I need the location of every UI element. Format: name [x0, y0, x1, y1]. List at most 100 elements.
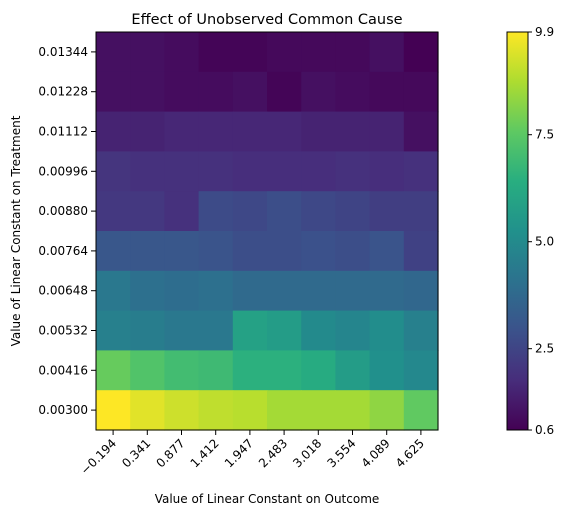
x-tick-label: 0.341 — [119, 436, 153, 470]
heatmap-cell — [267, 111, 302, 152]
y-axis: 0.01344 0.01228 0.01112 0.00996 0.00880 0.007… — [38, 45, 96, 417]
heatmap-cell — [369, 71, 405, 113]
heatmap-cell — [198, 270, 234, 312]
heatmap-cell — [198, 231, 234, 272]
heatmap-cell — [96, 390, 131, 431]
heatmap-cell — [267, 191, 302, 232]
heatmap-cell — [335, 111, 371, 152]
heatmap-cell — [164, 71, 200, 113]
heatmap-cell — [403, 390, 439, 431]
heatmap-cell — [164, 390, 200, 431]
plot-frame — [95, 31, 439, 431]
heatmap-cell — [267, 390, 302, 431]
heatmap-cell — [198, 350, 234, 391]
chart-title: Effect of Unobserved Common Cause — [131, 12, 402, 28]
heatmap-cell — [301, 390, 336, 431]
heatmap-cell — [403, 231, 439, 272]
heatmap-cell — [232, 111, 268, 152]
x-tick-label: 3.554 — [324, 436, 358, 470]
x-axis-label: Value of Linear Constant on Outcome — [155, 492, 380, 506]
heatmap-cell — [130, 350, 165, 391]
heatmap-cell — [369, 310, 405, 351]
y-tick-label: 0.00880 — [38, 204, 88, 218]
x-axis: −0.194 0.341 0.877 1.412 1.947 2.483 3.018 3.55… — [78, 430, 427, 478]
heatmap-cell — [403, 191, 439, 232]
heatmap-cell — [403, 350, 439, 391]
heatmap-cell — [369, 111, 405, 152]
y-tick-label: 0.00532 — [38, 324, 88, 338]
heatmap-cell — [267, 310, 302, 351]
heatmap-cell — [164, 151, 200, 192]
heatmap-cell — [335, 231, 371, 272]
heatmap-cell — [232, 390, 268, 431]
heatmap-cell — [267, 270, 302, 312]
heatmap-cell — [198, 111, 234, 152]
heatmap-cell — [96, 270, 131, 312]
heatmap-cell — [369, 270, 405, 312]
heatmap-cell — [335, 191, 371, 232]
heatmap-cell — [164, 270, 200, 312]
heatmap-cell — [369, 191, 405, 232]
heatmap-cell — [267, 151, 302, 192]
heatmap-cell — [232, 191, 268, 232]
heatmap-cell — [96, 310, 131, 351]
heatmap-cell — [335, 390, 371, 431]
heatmap-cell — [130, 111, 165, 152]
heatmap-cell — [369, 390, 405, 431]
heatmap-cell — [301, 111, 336, 152]
heatmap-cell — [198, 32, 234, 73]
heatmap-cell — [130, 270, 165, 312]
y-axis-label: Value of Linear Constant on Treatment — [9, 115, 23, 346]
heatmap-cell — [198, 390, 234, 431]
heatmap-cell — [403, 151, 439, 192]
heatmap-cell — [267, 32, 302, 73]
heatmap-cell — [369, 350, 405, 391]
heatmap-cell — [232, 310, 268, 351]
colorbar — [506, 31, 529, 431]
heatmap-cell — [335, 270, 371, 312]
heatmap-cell — [301, 151, 336, 192]
y-tick-label: 0.01344 — [38, 45, 88, 59]
heatmap-cell — [130, 231, 165, 272]
x-tick-label: 4.089 — [359, 436, 393, 470]
colorbar-tick-label: 2.5 — [535, 342, 554, 356]
heatmap-cells — [96, 32, 439, 431]
x-tick-label: 2.483 — [256, 436, 290, 470]
x-tick-label: −0.194 — [78, 436, 119, 477]
heatmap-cell — [130, 32, 165, 73]
heatmap-cell — [96, 151, 131, 192]
y-tick-label: 0.01228 — [38, 85, 88, 99]
x-tick-label: 4.625 — [393, 436, 427, 470]
heatmap-cell — [369, 151, 405, 192]
x-tick-label: 1.947 — [222, 436, 256, 470]
heatmap-cell — [130, 191, 165, 232]
heatmap-cell — [301, 350, 336, 391]
heatmap-cell — [267, 71, 302, 113]
heatmap-cell — [369, 32, 405, 73]
heatmap-cell — [369, 231, 405, 272]
heatmap-cell — [403, 111, 439, 152]
heatmap-cell — [403, 71, 439, 113]
heatmap-cell — [164, 310, 200, 351]
heatmap-cell — [164, 231, 200, 272]
heatmap-cell — [96, 191, 131, 232]
colorbar-tick-label: 9.9 — [535, 25, 554, 39]
heatmap-cell — [164, 350, 200, 391]
heatmap-cell — [96, 32, 131, 73]
y-tick-label: 0.00300 — [38, 403, 88, 417]
heatmap-cell — [335, 310, 371, 351]
colorbar-axis: 0.6 2.5 5.0 7.5 9.9 — [528, 25, 554, 437]
heatmap-cell — [403, 270, 439, 312]
heatmap-cell — [130, 390, 165, 431]
y-tick-label: 0.01112 — [38, 125, 88, 139]
heatmap-cell — [164, 32, 200, 73]
heatmap-cell — [232, 71, 268, 113]
heatmap-cell — [267, 231, 302, 272]
heatmap-cell — [335, 71, 371, 113]
x-tick-label: 3.018 — [290, 436, 324, 470]
x-tick-label: 0.877 — [153, 436, 187, 470]
heatmap-cell — [198, 71, 234, 113]
heatmap-cell — [335, 350, 371, 391]
